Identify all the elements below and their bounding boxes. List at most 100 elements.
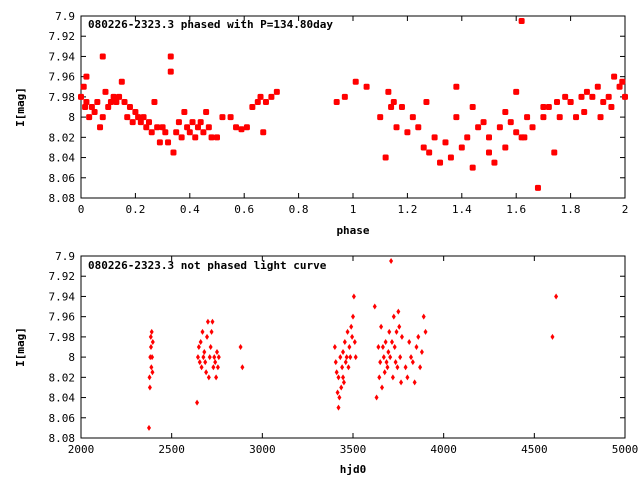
- data-point: [341, 93, 348, 100]
- x-tick-label: 2: [622, 203, 629, 216]
- data-point: [178, 134, 185, 141]
- x-tick-label: 4500: [521, 443, 548, 456]
- data-point: [214, 134, 220, 141]
- data-point: [386, 349, 391, 356]
- data-point: [382, 154, 389, 161]
- data-point: [113, 98, 120, 105]
- data-point: [387, 328, 392, 335]
- data-point: [388, 104, 395, 110]
- data-point: [381, 354, 386, 361]
- data-point: [184, 124, 191, 131]
- x-tick-label: 1.4: [452, 203, 472, 216]
- x-tick-label: 0: [78, 203, 85, 216]
- data-point: [453, 83, 460, 90]
- data-point: [200, 129, 207, 136]
- data-point: [415, 124, 422, 131]
- data-points: [78, 18, 628, 191]
- data-point: [167, 53, 174, 60]
- data-point: [159, 124, 166, 131]
- data-point: [162, 129, 169, 136]
- y-tick-label: 7.9: [55, 10, 75, 23]
- data-point: [420, 144, 427, 151]
- data-point: [392, 344, 397, 350]
- data-point: [353, 354, 358, 361]
- data-point: [137, 119, 144, 126]
- data-point: [200, 328, 205, 335]
- data-point: [458, 144, 465, 151]
- data-point: [589, 93, 596, 100]
- data-point: [143, 124, 150, 131]
- data-point: [170, 149, 177, 156]
- data-point: [240, 364, 245, 371]
- data-point: [379, 323, 384, 330]
- data-point: [550, 333, 555, 340]
- data-point: [91, 109, 98, 116]
- data-point: [149, 328, 154, 335]
- data-point: [195, 399, 200, 406]
- data-point: [208, 344, 213, 350]
- data-point: [423, 328, 428, 335]
- data-point: [581, 109, 588, 116]
- data-point: [105, 104, 112, 110]
- data-point: [382, 369, 387, 376]
- data-point: [124, 114, 131, 121]
- data-point: [502, 144, 509, 151]
- data-point: [442, 139, 449, 146]
- data-point: [147, 374, 152, 381]
- data-point: [513, 129, 520, 136]
- data-point: [332, 344, 337, 350]
- data-point: [94, 98, 101, 105]
- data-point: [496, 124, 503, 131]
- data-point: [167, 68, 174, 75]
- chart-title: 080226-2323.3 not phased light curve: [88, 259, 327, 272]
- x-tick-label: 4000: [430, 443, 457, 456]
- data-point: [407, 338, 412, 345]
- data-point: [173, 129, 180, 136]
- data-point: [395, 364, 400, 371]
- data-point: [380, 384, 385, 391]
- data-point: [600, 98, 607, 105]
- data-point: [340, 364, 345, 371]
- data-point: [165, 139, 172, 146]
- data-point: [194, 124, 201, 131]
- data-point: [268, 93, 275, 100]
- y-tick-label: 7.98: [49, 331, 76, 344]
- data-point: [82, 104, 89, 110]
- axis-ticks: 2000 2500 3000 3500 4000 4500 5000 7.9 7.92 7.94 7…: [49, 250, 639, 456]
- data-point: [347, 344, 352, 350]
- data-point: [423, 98, 430, 105]
- data-point: [205, 124, 212, 131]
- phased-light-curve-panel: 080226-2323.3 phased with P=134.80day ph…: [14, 10, 628, 237]
- data-point: [388, 354, 393, 361]
- x-tick-label: 1: [350, 203, 357, 216]
- data-point: [341, 374, 346, 381]
- data-point: [197, 119, 204, 126]
- data-point: [583, 88, 590, 95]
- y-tick-label: 7.94: [49, 290, 76, 303]
- data-point: [206, 374, 211, 381]
- data-point: [350, 333, 355, 340]
- data-point: [343, 359, 348, 366]
- data-point: [346, 364, 351, 371]
- x-tick-label: 0.2: [125, 203, 145, 216]
- data-point: [254, 98, 261, 105]
- data-point: [383, 338, 388, 345]
- data-point: [372, 303, 377, 310]
- data-point: [196, 344, 201, 350]
- data-point: [333, 359, 338, 366]
- data-point: [513, 88, 520, 95]
- data-point: [398, 354, 403, 361]
- data-point: [219, 114, 226, 121]
- y-tick-label: 8.02: [49, 371, 76, 384]
- data-point: [260, 129, 267, 136]
- data-point: [396, 308, 401, 315]
- data-point: [480, 119, 487, 126]
- data-point: [376, 344, 381, 350]
- data-point: [551, 149, 558, 156]
- y-axis-label: I[mag]: [14, 327, 27, 367]
- x-axis-label: hjd0: [340, 463, 367, 476]
- y-tick-label: 7.96: [49, 71, 76, 84]
- data-point: [534, 184, 541, 191]
- data-point: [524, 114, 531, 121]
- data-point: [333, 98, 340, 105]
